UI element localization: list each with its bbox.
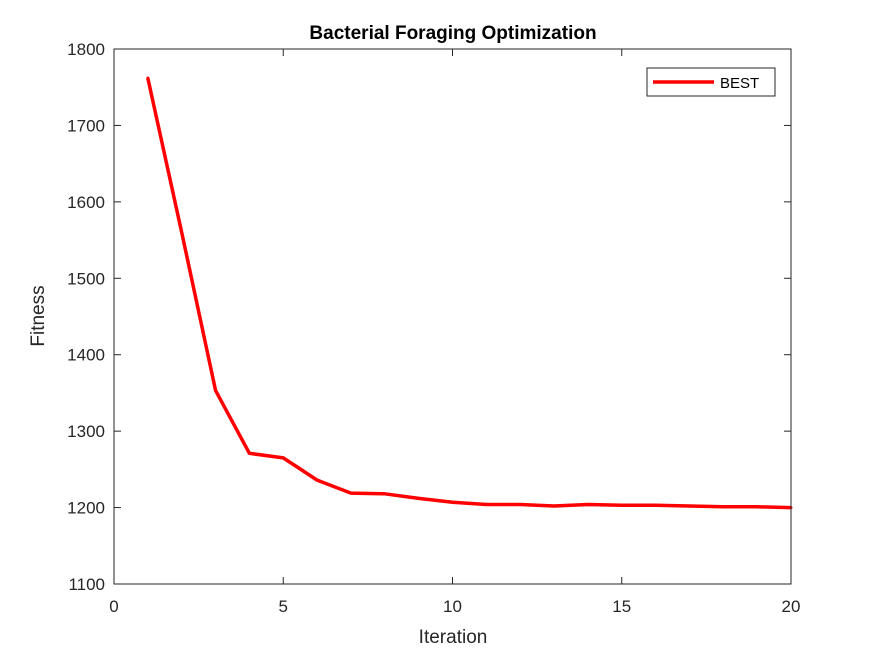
legend-label-best: BEST <box>720 75 759 92</box>
data-point[interactable] <box>214 389 218 393</box>
x-tick-label: 0 <box>109 597 118 616</box>
chart-title: Bacterial Foraging Optimization <box>309 23 596 44</box>
data-point[interactable] <box>247 451 251 455</box>
x-axis-title: Iteration <box>419 627 488 648</box>
y-tick-label: 1400 <box>67 346 105 365</box>
plot-frame <box>113 48 792 585</box>
y-tick-label: 1200 <box>67 499 105 518</box>
data-point[interactable] <box>180 230 184 234</box>
y-axis-title: Fitness <box>28 285 49 346</box>
x-tick-label: 15 <box>612 597 631 616</box>
legend[interactable]: BEST <box>646 67 776 97</box>
x-tick-label: 20 <box>782 597 801 616</box>
y-tick-label: 1700 <box>67 116 105 135</box>
data-point[interactable] <box>484 503 488 507</box>
x-axis-ticks: 0 5 10 15 20 <box>109 49 800 616</box>
y-tick-label: 1800 <box>67 40 105 59</box>
data-point[interactable] <box>451 500 454 504</box>
data-point[interactable] <box>518 503 522 507</box>
series-line-best[interactable] <box>146 77 792 510</box>
y-tick-label: 1500 <box>67 269 105 288</box>
data-point[interactable] <box>146 76 150 80</box>
data-point[interactable] <box>383 492 387 496</box>
y-tick-label: 1300 <box>67 422 105 441</box>
data-point[interactable] <box>654 503 658 507</box>
data-point[interactable] <box>417 496 421 500</box>
plot-area <box>114 49 791 584</box>
y-axis-ticks: 1100 1200 1300 1400 1500 1600 1700 1800 <box>67 40 791 594</box>
y-tick-label: 1100 <box>68 575 105 594</box>
x-tick-label: 10 <box>443 597 462 616</box>
data-point[interactable] <box>349 491 353 495</box>
x-tick-label: 5 <box>279 597 288 616</box>
data-point[interactable] <box>620 503 624 507</box>
data-point[interactable] <box>721 505 725 509</box>
data-point[interactable] <box>687 504 691 508</box>
data-point[interactable] <box>552 504 556 508</box>
data-point[interactable] <box>755 505 759 509</box>
data-point[interactable] <box>281 456 285 460</box>
y-tick-label: 1600 <box>67 193 105 212</box>
data-point[interactable] <box>315 478 319 482</box>
data-point[interactable] <box>586 503 590 507</box>
series-layer <box>146 76 793 510</box>
